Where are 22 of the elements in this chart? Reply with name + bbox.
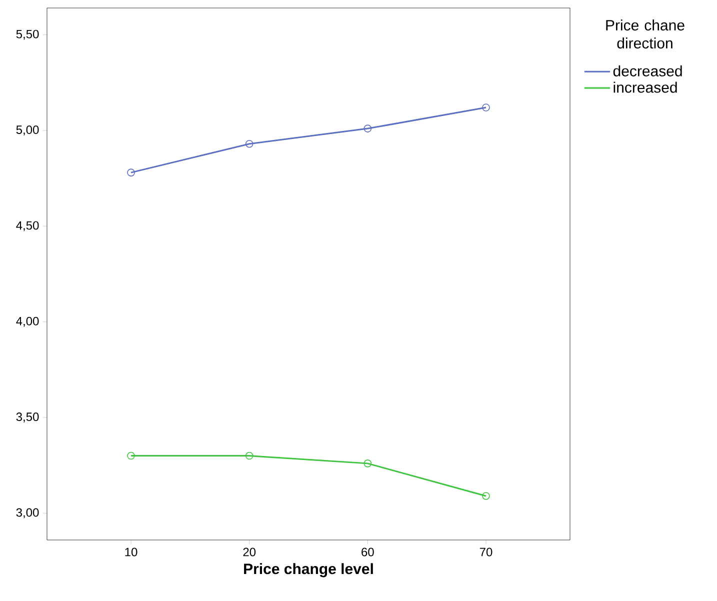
point bbox=[245, 452, 254, 460]
x-axis-title: Price change level bbox=[244, 563, 373, 578]
x-tick-label: 70 bbox=[480, 548, 492, 556]
point bbox=[127, 452, 135, 460]
x-tick-label: 60 bbox=[362, 548, 374, 556]
point bbox=[482, 104, 490, 112]
y-tick-label: 4,00 bbox=[16, 316, 39, 327]
x-tick-label: 20 bbox=[243, 548, 256, 556]
legend-title: Price chane direction bbox=[606, 20, 684, 49]
y-tick-label: 3,50 bbox=[16, 412, 39, 422]
point bbox=[364, 124, 372, 132]
y-tick-label: 3,00 bbox=[16, 508, 39, 518]
y-tick-label: 5,00 bbox=[16, 126, 39, 136]
point bbox=[127, 168, 135, 176]
y-tick-label: 4,50 bbox=[16, 221, 39, 232]
legend-label: decreased bbox=[613, 65, 682, 76]
x-tick-label: 10 bbox=[125, 548, 138, 556]
point bbox=[245, 140, 254, 148]
point bbox=[364, 460, 372, 468]
point bbox=[482, 492, 490, 500]
y-tick-label: 5,50 bbox=[16, 30, 39, 40]
legend-label: increased bbox=[614, 82, 677, 93]
